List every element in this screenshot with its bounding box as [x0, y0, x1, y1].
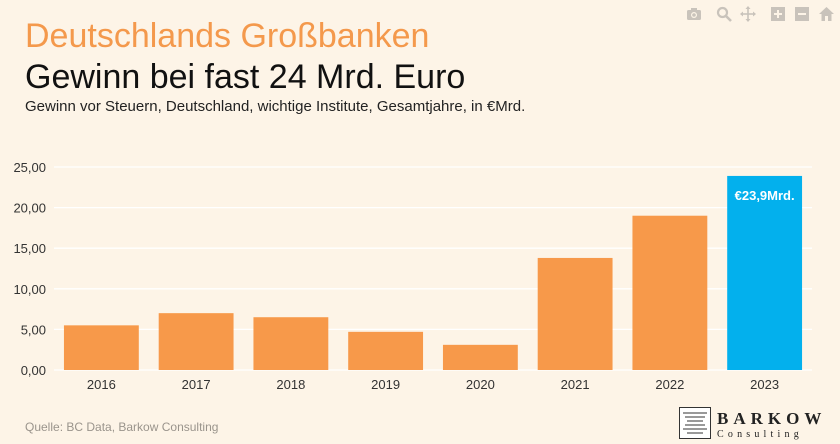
- y-tick-label: 10,00: [13, 282, 46, 297]
- bar-2022: [632, 215, 708, 370]
- bar-2016: [63, 325, 139, 370]
- x-tick-label: 2017: [182, 377, 211, 392]
- y-tick-label: 25,00: [13, 160, 46, 175]
- x-tick-label: 2018: [276, 377, 305, 392]
- bar-2023: [727, 175, 803, 370]
- bar-2017: [158, 313, 234, 370]
- x-tick-label: 2021: [561, 377, 590, 392]
- home-icon[interactable]: [818, 6, 834, 22]
- bar-2021: [537, 257, 613, 370]
- bar-chart: 0,00 5,00 10,00 15,00 20,00 25,00 2016 2017 2018…: [13, 160, 812, 392]
- bar-2019: [348, 331, 424, 370]
- zoom-icon[interactable]: [716, 6, 732, 22]
- logo-sub: Consulting: [717, 429, 803, 440]
- logo-mark-icon: [679, 407, 711, 439]
- chart-toolbar: [686, 6, 834, 22]
- y-tick-label: 20,00: [13, 201, 46, 216]
- x-tick-label: 2020: [466, 377, 495, 392]
- barkow-logo: BARKOW Consulting: [679, 407, 821, 441]
- logo-name: BARKOW: [717, 409, 827, 428]
- bar-2018: [253, 317, 329, 370]
- zoom-out-icon[interactable]: [794, 6, 810, 22]
- camera-icon[interactable]: [686, 6, 702, 22]
- y-tick-label: 0,00: [21, 363, 46, 378]
- x-tick-label: 2019: [371, 377, 400, 392]
- y-tick-label: 5,00: [21, 322, 46, 337]
- x-tick-label: 2022: [655, 377, 684, 392]
- bar-2020: [442, 344, 518, 370]
- bar-data-label: €23,9Mrd.: [735, 188, 795, 203]
- pan-icon[interactable]: [740, 6, 756, 22]
- y-tick-label: 15,00: [13, 241, 46, 256]
- page-subtitle: Gewinn vor Steuern, Deutschland, wichtig…: [25, 98, 526, 115]
- source-note: Quelle: BC Data, Barkow Consulting: [25, 420, 219, 434]
- x-tick-label: 2016: [87, 377, 116, 392]
- page-kicker: Deutschlands Großbanken: [25, 17, 430, 55]
- page-title: Gewinn bei fast 24 Mrd. Euro: [25, 58, 466, 96]
- zoom-in-icon[interactable]: [770, 6, 786, 22]
- x-tick-label: 2023: [750, 377, 779, 392]
